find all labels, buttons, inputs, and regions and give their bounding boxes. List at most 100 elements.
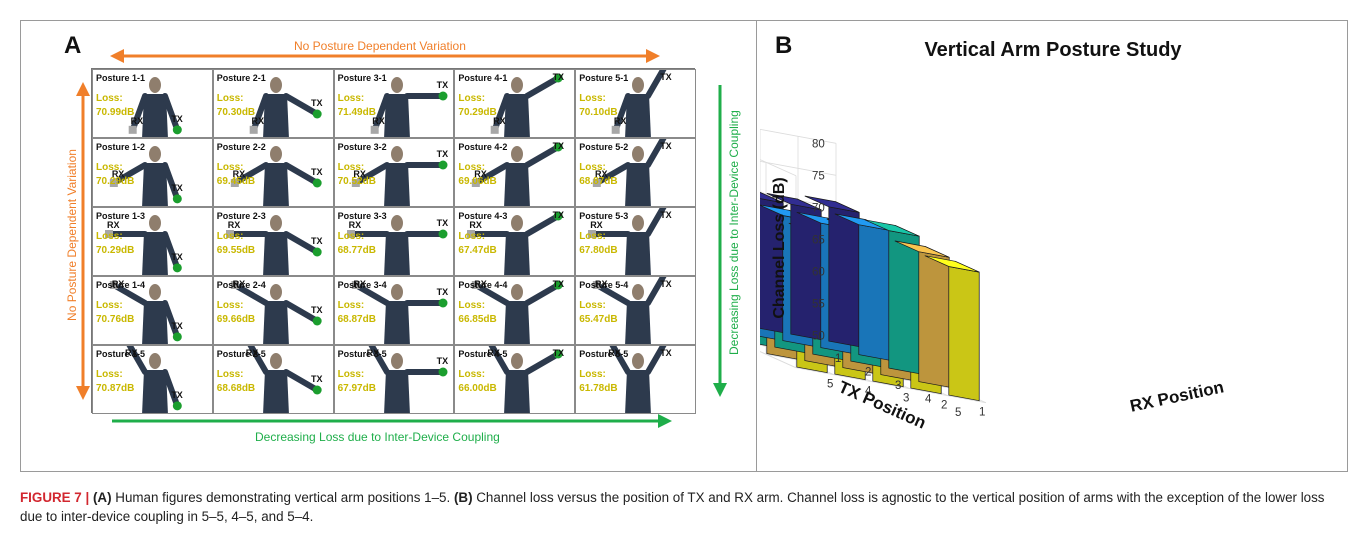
loss-readout: Loss: 70.29dB (458, 92, 496, 120)
caption-b-text: Channel loss versus the position of TX a… (20, 490, 1325, 524)
right-arrow (713, 85, 727, 397)
tx-label: TX (660, 210, 672, 220)
posture-title: Posture 4-4 (458, 280, 508, 290)
loss-label: Loss: (458, 369, 486, 380)
panel-divider (756, 20, 757, 472)
y-tick-label: 4 (865, 385, 872, 397)
posture-title: Posture 3-3 (337, 211, 387, 221)
loss-value: 70.29dB (96, 176, 135, 187)
posture-cell: Posture 3-1 Loss: 71.49dB TX RX (333, 69, 455, 138)
loss-readout: Loss: 68.87dB (579, 161, 617, 189)
loss-readout: Loss: 66.85dB (458, 299, 496, 327)
posture-cell: Posture 4-1 Loss: 70.29dB TX RX (454, 69, 576, 138)
top-arrow-label: No Posture Dependent Variation (294, 39, 466, 53)
rx-label: RX (227, 220, 241, 230)
loss-readout: Loss: 67.80dB (579, 230, 617, 258)
rx-label: RX (595, 169, 608, 179)
rx-label: RX (590, 220, 603, 230)
posture-cell: Posture 4-4 Loss: 66.85dB TX RX (454, 276, 576, 345)
posture-cell: Posture 4-3 Loss: 67.47dB TX RX (454, 207, 576, 276)
posture-title: Posture 4-5 (458, 349, 508, 359)
posture-cell: Posture 4-5 Loss: 66.00dB TX RX (454, 345, 576, 414)
tx-device-icon (312, 109, 322, 119)
tx-device-icon (312, 316, 322, 326)
human-figure (105, 215, 182, 275)
loss-value: 66.00dB (458, 383, 497, 394)
loss-label: Loss: (216, 369, 244, 380)
rx-label: RX (353, 279, 366, 289)
tx-label: TX (310, 374, 323, 384)
posture-cell: Posture 5-2 Loss: 68.87dB TX RX (575, 138, 696, 207)
top-arrow (110, 49, 660, 63)
loss-label: Loss: (96, 369, 123, 380)
human-figure (472, 280, 564, 344)
loss-value: 70.10dB (579, 107, 618, 118)
rx-device-icon (611, 125, 620, 134)
posture-cell: Posture 5-5 Loss: 61.78dB TX RX (575, 345, 696, 414)
loss-readout: Loss: 66.00dB (458, 368, 496, 396)
posture-title: Posture 2-1 (216, 73, 266, 83)
tx-device-icon (554, 280, 564, 290)
tx-label: TX (310, 305, 323, 315)
posture-title: Posture 2-5 (216, 349, 266, 359)
posture-grid: Posture 1-1 Loss: 70.99dB TX RX Posture 2-1 Lo… (91, 68, 696, 414)
tx-device-icon (172, 125, 182, 135)
loss-value: 61.78dB (579, 383, 618, 394)
rx-device-icon (593, 281, 602, 289)
tx-device-icon (172, 263, 182, 273)
human-figure (611, 70, 667, 137)
z-tick-label: 75 (812, 170, 825, 182)
posture-title: Posture 4-2 (458, 142, 508, 152)
loss-readout: Loss: 69.66dB (217, 299, 255, 327)
rx-device-icon (491, 125, 500, 134)
right-arrow-label: Decreasing Loss due to Inter-Device Coup… (727, 110, 741, 355)
caption-b-marker: (B) (453, 490, 473, 505)
loss-label: Loss: (458, 162, 486, 173)
left-arrow-label: No Posture Dependent Variation (65, 149, 79, 321)
loss-value: 70.99dB (96, 107, 135, 118)
panel-b-letter: B (775, 32, 793, 59)
rx-label: RX (372, 115, 385, 126)
loss-readout: Loss: 70.52dB (338, 161, 376, 189)
loss-label: Loss: (579, 300, 606, 311)
human-figure (588, 208, 667, 275)
human-figure (472, 142, 564, 206)
loss-label: Loss: (216, 93, 244, 104)
bars (760, 191, 980, 402)
figure-caption: FIGURE 7 | (A) Human figures demonstrati… (20, 488, 1340, 526)
posture-cell: Posture 1-3 Loss: 70.29dB TX RX (92, 207, 213, 276)
posture-title: Posture 4-1 (458, 73, 508, 83)
loss-value: 68.87dB (337, 314, 376, 325)
y-tick-label: 2 (941, 399, 947, 411)
loss-label: Loss: (337, 93, 365, 104)
tx-device-icon (438, 367, 448, 377)
rx-device-icon (105, 230, 113, 238)
y-axis-label: RX Position (1128, 377, 1225, 415)
tx-device-icon (554, 349, 564, 359)
z-tick-label: 60 (812, 266, 825, 278)
human-figure (126, 346, 182, 413)
loss-label: Loss: (96, 231, 123, 242)
rx-label: RX (595, 279, 608, 289)
tx-device-icon (312, 385, 322, 395)
bottom-arrow-label: Decreasing Loss due to Inter-Device Coup… (255, 430, 500, 444)
loss-label: Loss: (216, 231, 244, 242)
rx-label: RX (130, 115, 144, 126)
human-figure (593, 277, 667, 344)
loss-value: 70.29dB (96, 245, 135, 256)
tx-label: TX (436, 287, 449, 297)
rx-label: RX (107, 220, 120, 230)
posture-cell: Posture 1-5 Loss: 70.87dB TX RX (92, 345, 213, 414)
posture-cell: Posture 3-4 Loss: 68.87dB TX RX (333, 276, 455, 345)
tx-label: TX (436, 80, 449, 90)
bar-tx3-rx1 (864, 219, 920, 375)
posture-cell: Posture 1-1 Loss: 70.99dB TX RX (92, 69, 213, 138)
z-axis-label: Channel Loss (dB) (771, 177, 788, 318)
x-tick-label: 5 (955, 407, 961, 419)
human-figure (351, 146, 448, 206)
posture-cell: Posture 5-3 Loss: 67.80dB TX RX (575, 207, 696, 276)
rx-label: RX (608, 348, 621, 358)
posture-cell: Posture 2-3 Loss: 69.55dB TX RX (212, 207, 334, 276)
tx-label: TX (436, 356, 449, 366)
loss-value: 70.52dB (337, 176, 376, 187)
